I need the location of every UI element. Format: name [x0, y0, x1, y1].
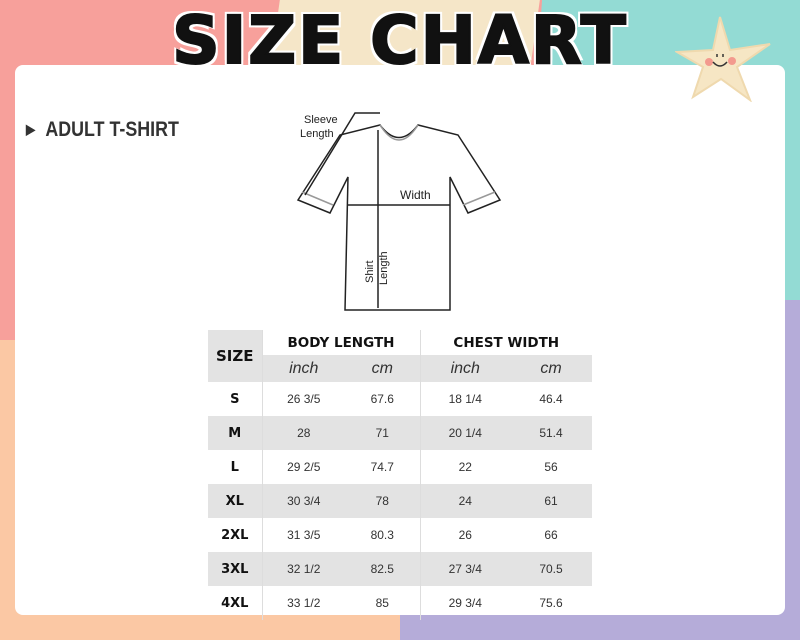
product-type-heading: ▶ ADULT T-SHIRT — [26, 118, 179, 142]
star-mascot-icon — [675, 16, 771, 102]
measurement-cell: 78 — [345, 484, 421, 518]
table-row: 3XL 32 1/2 82.5 27 3/4 70.5 — [208, 552, 592, 586]
measurement-cell: 66 — [544, 528, 558, 542]
measurement-cell: 29 3/4 — [448, 596, 482, 610]
sleeve-length-label: Length — [300, 128, 334, 140]
size-cell: 4XL — [208, 586, 263, 620]
measurement-cell: 56 — [544, 460, 558, 474]
measurement-cell: 30 3/4 — [262, 484, 345, 518]
tshirt-diagram: Sleeve Length Width Shirt Length — [296, 112, 502, 311]
size-cell: S — [208, 382, 263, 416]
shirt-label: Shirt — [364, 260, 376, 283]
table-row: S 26 3/5 67.6 18 1/4 46.4 — [208, 382, 592, 416]
size-cell: L — [208, 450, 263, 484]
table-row: 4XL 33 1/2 85 29 3/4 75.6 — [208, 586, 592, 620]
unit-header: cm — [510, 355, 592, 382]
measurement-cell: 74.7 — [345, 450, 421, 484]
measurement-cell: 75.6 — [539, 596, 563, 610]
size-cell: 2XL — [208, 518, 263, 552]
measurement-cell: 61 — [510, 484, 592, 518]
measurement-cell: 70.5 — [510, 552, 592, 586]
measurement-cell: 46.4 — [539, 392, 563, 406]
measurement-cell: 27 3/4 — [420, 552, 510, 586]
sleeve-label: Sleeve — [304, 114, 338, 126]
size-header: SIZE — [208, 330, 263, 382]
triangle-bullet-icon: ▶ — [26, 121, 36, 137]
width-label: Width — [400, 188, 431, 202]
size-table: SIZE BODY LENGTH CHEST WIDTH inch cm inc… — [208, 330, 592, 620]
measurement-cell: 67.6 — [345, 382, 421, 416]
measurement-cell: 20 1/4 — [420, 416, 510, 450]
unit-header: inch — [420, 355, 510, 382]
body-length-header: BODY LENGTH — [262, 330, 421, 355]
measurement-cell: 26 3/5 — [287, 392, 321, 406]
unit-header: cm — [345, 355, 421, 382]
table-row: L 29 2/5 74.7 22 56 — [208, 450, 592, 484]
page-title: SIZE CHART — [171, 1, 628, 80]
measurement-cell: 18 1/4 — [448, 392, 482, 406]
size-cell: M — [208, 416, 263, 450]
measurement-cell: 85 — [345, 586, 421, 620]
measurement-cell: 22 — [458, 460, 472, 474]
table-row: M 28 71 20 1/4 51.4 — [208, 416, 592, 450]
table-row: XL 30 3/4 78 24 61 — [208, 484, 592, 518]
measurement-cell: 33 1/2 — [287, 596, 321, 610]
measurement-cell: 29 2/5 — [287, 460, 321, 474]
measurement-cell: 82.5 — [345, 552, 421, 586]
chest-width-header: CHEST WIDTH — [420, 330, 592, 355]
measurement-cell: 31 3/5 — [287, 528, 321, 542]
table-row: 2XL 31 3/5 80.3 26 66 — [208, 518, 592, 552]
measurement-cell: 26 — [458, 528, 472, 542]
measurement-cell: 80.3 — [345, 518, 421, 552]
size-cell: XL — [208, 484, 263, 518]
measurement-cell: 71 — [345, 416, 421, 450]
size-cell: 3XL — [208, 552, 263, 586]
shirt-length-label: Length — [378, 251, 390, 285]
measurement-cell: 28 — [262, 416, 345, 450]
measurement-cell: 24 — [420, 484, 510, 518]
measurement-cell: 51.4 — [510, 416, 592, 450]
unit-header: inch — [262, 355, 345, 382]
product-type-label: ADULT T-SHIRT — [45, 118, 179, 141]
measurement-cell: 32 1/2 — [262, 552, 345, 586]
